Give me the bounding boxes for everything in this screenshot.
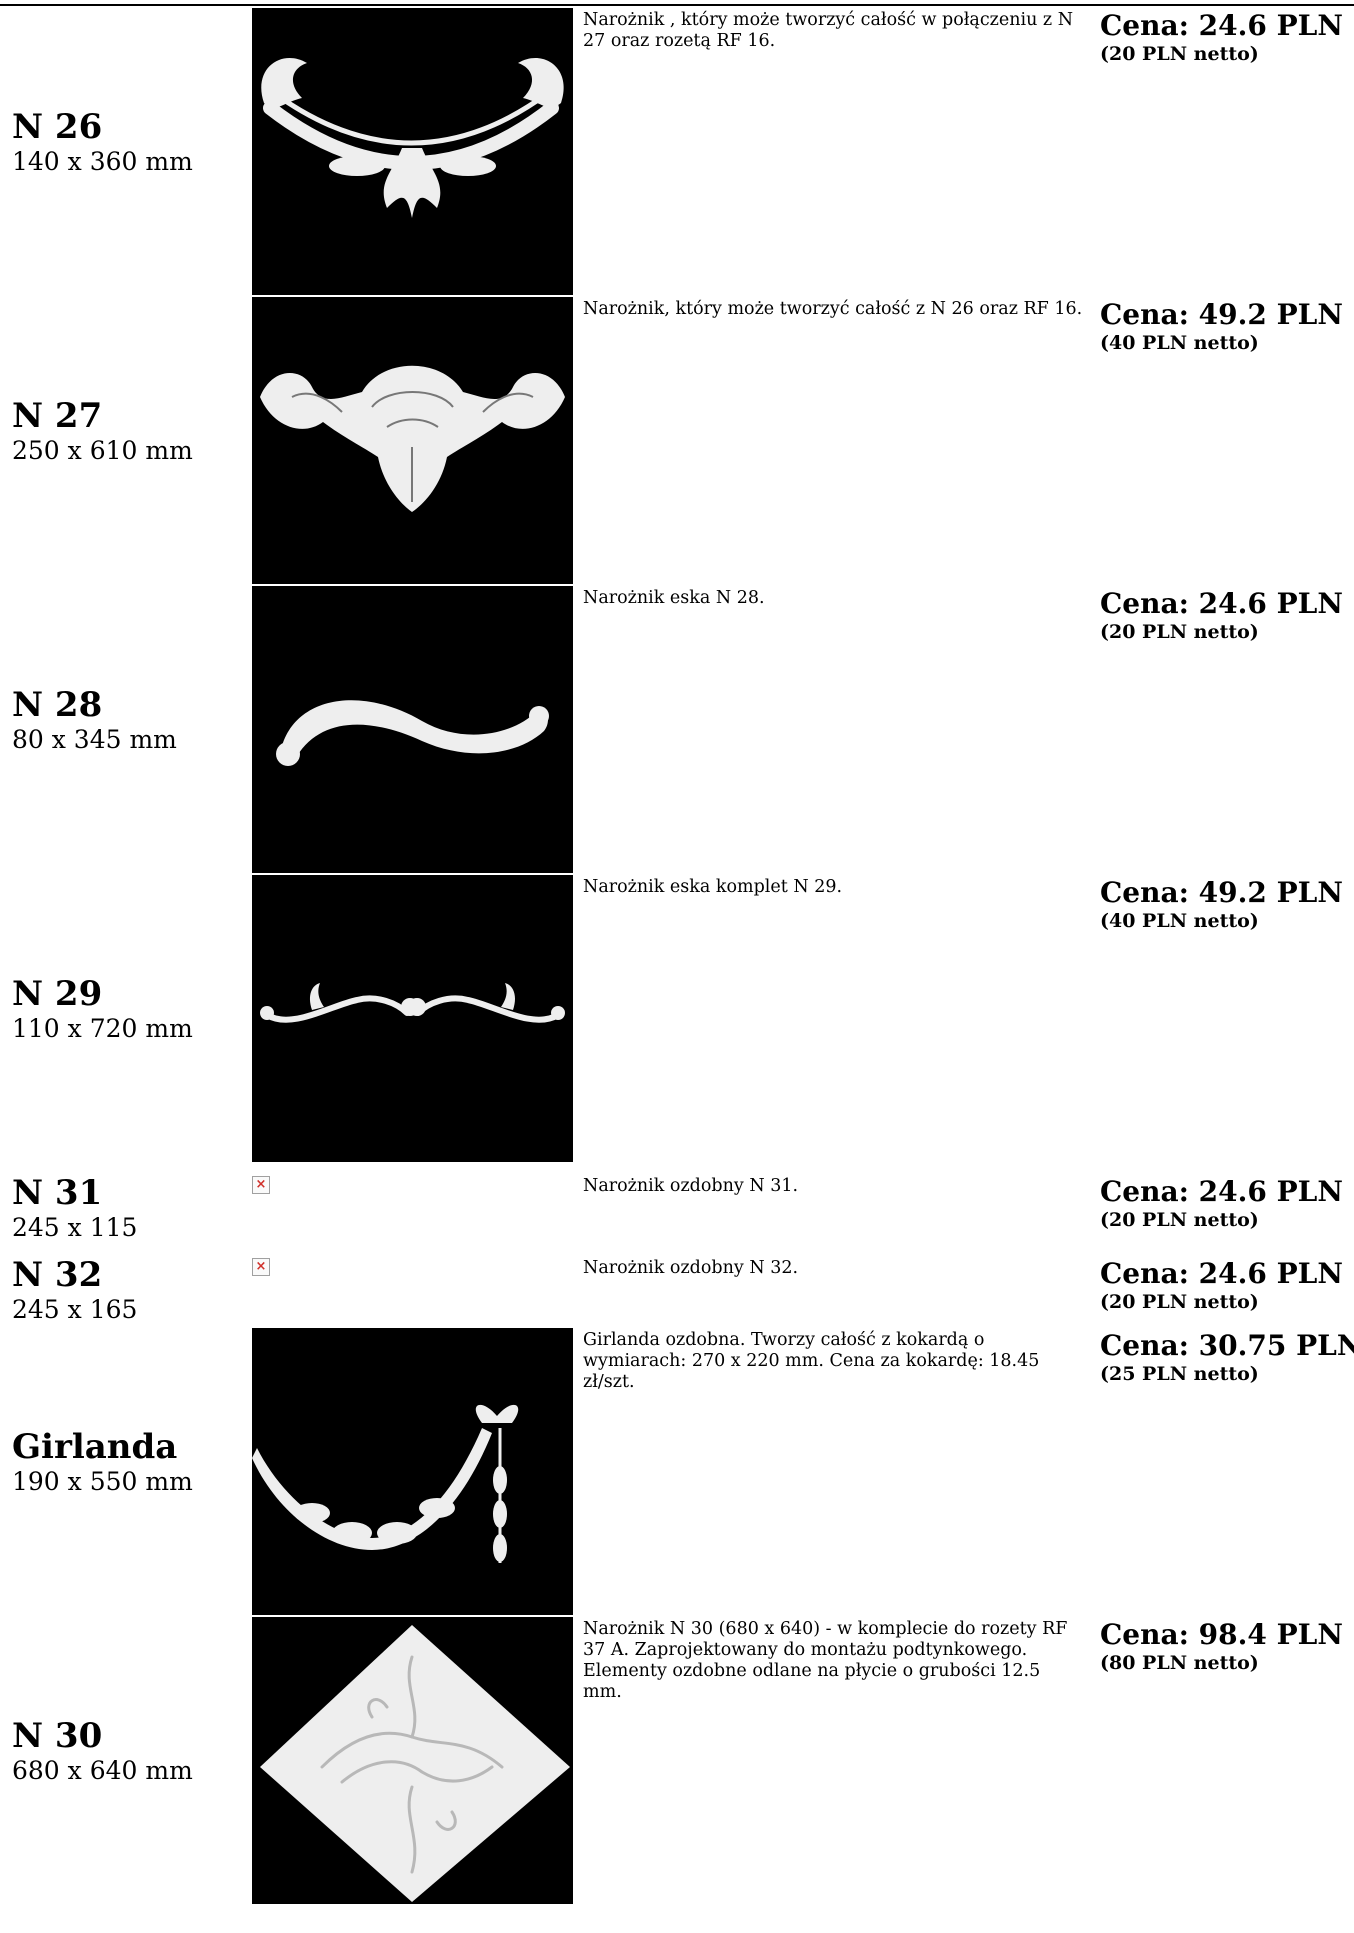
broken-image-icon: × [252, 1258, 270, 1276]
price-cell: Cena: 24.6 PLN (20 PLN netto) [1100, 588, 1350, 644]
product-image [252, 1617, 573, 1904]
product-description: Narożnik ozdobny N 31. [583, 1176, 799, 1196]
price-net: (20 PLN netto) [1100, 43, 1259, 65]
table-row: N 31 245 x 115 × Narożnik ozdobny N 31. … [0, 1164, 1354, 1246]
price-net: (80 PLN netto) [1100, 1652, 1259, 1674]
product-title: N 26 [12, 107, 103, 147]
table-row: N 28 80 x 345 mm Narożnik eska N 28. Cen… [0, 586, 1354, 875]
price-gross: Cena: 24.6 PLN [1100, 9, 1343, 42]
price-gross: Cena: 30.75 PLN [1100, 1329, 1354, 1362]
table-row: N 30 680 x 640 mm Narożnik N 30 (680 x 6… [0, 1617, 1354, 1906]
product-description: Girlanda ozdobna. Tworzy całość z kokard… [583, 1330, 1040, 1392]
price-net: (40 PLN netto) [1100, 910, 1259, 932]
product-image [252, 875, 573, 1162]
product-title: Girlanda [12, 1427, 178, 1467]
product-description: Narożnik , który może tworzyć całość w p… [583, 10, 1074, 51]
product-description: Narożnik eska komplet N 29. [583, 877, 843, 897]
product-description: Narożnik N 30 (680 x 640) - w komplecie … [583, 1619, 1068, 1702]
product-dimensions: 80 x 345 mm [12, 725, 177, 754]
product-image [252, 297, 573, 584]
product-name-cell: N 29 110 x 720 mm [12, 975, 247, 1045]
table-row: N 29 110 x 720 mm Narożnik eska kompl [0, 875, 1354, 1164]
product-dimensions: 245 x 165 [12, 1295, 138, 1324]
product-image [252, 1328, 573, 1615]
product-name-cell: N 31 245 x 115 [12, 1174, 247, 1244]
price-gross: Cena: 49.2 PLN [1100, 876, 1343, 909]
product-dimensions: 680 x 640 mm [12, 1756, 193, 1785]
product-image [252, 8, 573, 295]
product-description: Narożnik ozdobny N 32. [583, 1258, 799, 1278]
price-net: (40 PLN netto) [1100, 332, 1259, 354]
product-name-cell: N 26 140 x 360 mm [12, 108, 247, 178]
price-gross: Cena: 24.6 PLN [1100, 1257, 1343, 1290]
product-name-cell: Girlanda 190 x 550 mm [12, 1428, 247, 1498]
product-dimensions: 190 x 550 mm [12, 1467, 193, 1496]
broken-image-icon: × [252, 1176, 270, 1194]
product-table: N 26 140 x 360 mm Narożnik , który może … [0, 8, 1354, 1906]
product-title: N 30 [12, 1716, 103, 1756]
price-cell: Cena: 49.2 PLN (40 PLN netto) [1100, 877, 1350, 933]
product-dimensions: 250 x 610 mm [12, 436, 193, 465]
price-cell: Cena: 30.75 PLN (25 PLN netto) [1100, 1329, 1354, 1386]
product-title: N 27 [12, 396, 103, 436]
price-cell: Cena: 24.6 PLN (20 PLN netto) [1100, 1176, 1350, 1232]
price-gross: Cena: 24.6 PLN [1100, 1175, 1343, 1208]
product-title: N 31 [12, 1173, 103, 1213]
price-cell: Cena: 24.6 PLN (20 PLN netto) [1100, 1258, 1350, 1314]
table-row: N 26 140 x 360 mm Narożnik , który może … [0, 8, 1354, 297]
product-description: Narożnik, który może tworzyć całość z N … [583, 299, 1083, 319]
price-gross: Cena: 98.4 PLN [1100, 1618, 1343, 1651]
product-image [252, 586, 573, 873]
product-title: N 29 [12, 974, 103, 1014]
product-dimensions: 245 x 115 [12, 1213, 138, 1242]
price-gross: Cena: 24.6 PLN [1100, 587, 1343, 620]
product-title: N 28 [12, 685, 103, 725]
price-gross: Cena: 49.2 PLN [1100, 298, 1343, 331]
product-name-cell: N 30 680 x 640 mm [12, 1717, 247, 1787]
price-cell: Cena: 49.2 PLN (40 PLN netto) [1100, 299, 1350, 355]
price-cell: Cena: 24.6 PLN (20 PLN netto) [1100, 10, 1350, 66]
price-cell: Cena: 98.4 PLN (80 PLN netto) [1100, 1619, 1350, 1675]
price-net: (20 PLN netto) [1100, 1209, 1259, 1231]
product-name-cell: N 27 250 x 610 mm [12, 397, 247, 467]
price-net: (20 PLN netto) [1100, 621, 1259, 643]
product-dimensions: 140 x 360 mm [12, 147, 193, 176]
price-net: (25 PLN netto) [1100, 1363, 1259, 1385]
table-row: Girlanda 190 x 550 mm Girlanda ozdo [0, 1328, 1354, 1617]
table-row: N 32 245 x 165 × Narożnik ozdobny N 32. … [0, 1246, 1354, 1328]
product-name-cell: N 32 245 x 165 [12, 1256, 247, 1326]
table-row: N 27 250 x 610 mm Narożnik, który może t… [0, 297, 1354, 586]
product-description: Narożnik eska N 28. [583, 588, 765, 608]
product-dimensions: 110 x 720 mm [12, 1014, 193, 1043]
top-divider [0, 4, 1354, 6]
product-title: N 32 [12, 1255, 103, 1295]
product-name-cell: N 28 80 x 345 mm [12, 686, 247, 756]
price-net: (20 PLN netto) [1100, 1291, 1259, 1313]
